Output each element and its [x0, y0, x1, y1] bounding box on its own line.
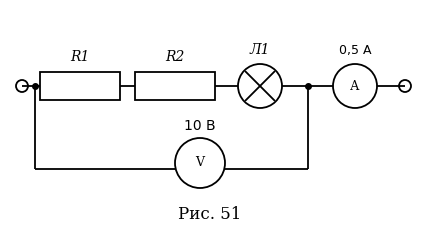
Text: А: А — [350, 79, 360, 92]
Text: R1: R1 — [70, 50, 90, 64]
Text: 10 В: 10 В — [184, 119, 216, 133]
Text: Л1: Л1 — [250, 43, 270, 57]
Bar — [40, 72, 120, 100]
Circle shape — [399, 80, 411, 92]
Text: Рис. 51: Рис. 51 — [179, 206, 242, 223]
Text: 0,5 А: 0,5 А — [339, 44, 371, 57]
Bar — [135, 72, 215, 100]
Text: V: V — [195, 156, 204, 170]
Circle shape — [238, 64, 282, 108]
Circle shape — [175, 138, 225, 188]
Text: R2: R2 — [165, 50, 185, 64]
Circle shape — [16, 80, 28, 92]
Circle shape — [333, 64, 377, 108]
